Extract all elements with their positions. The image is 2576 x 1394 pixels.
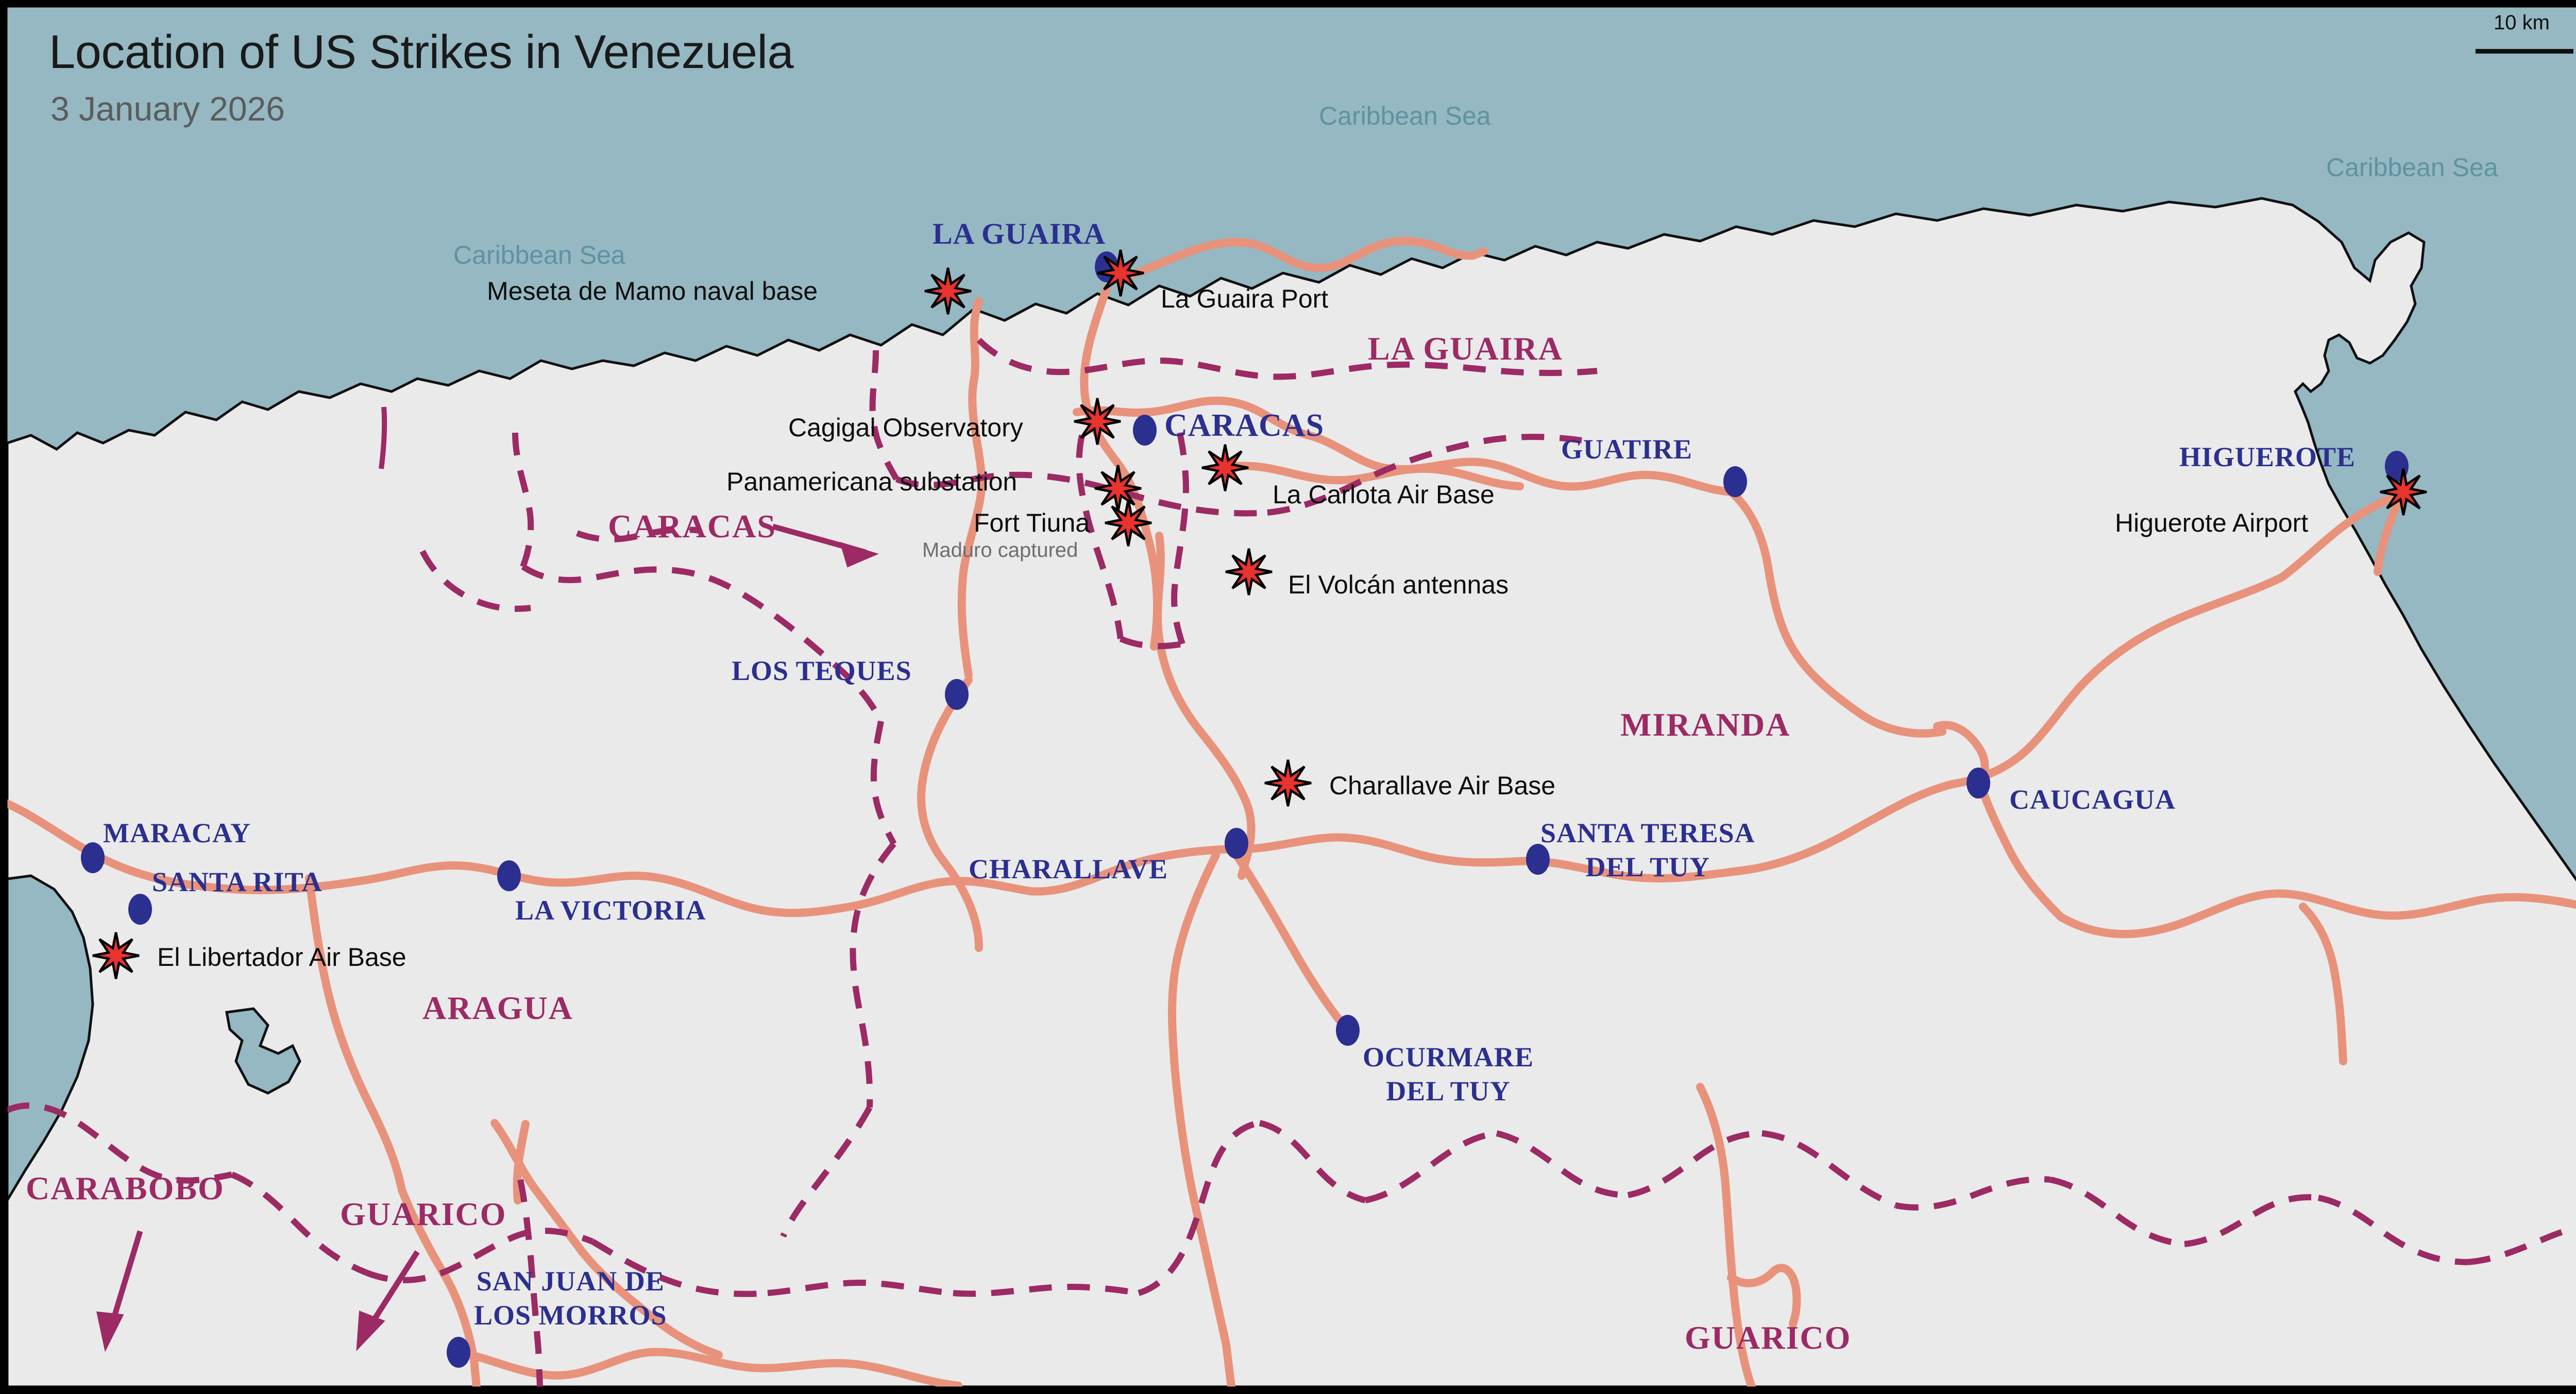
- sea-label-2: Caribbean Sea: [453, 241, 625, 269]
- page-subtitle: 3 January 2026: [50, 90, 285, 128]
- city-label-line: DEL TUY: [1386, 1075, 1511, 1107]
- strike-marker-la-guaira-port[interactable]: [1097, 249, 1144, 297]
- strike-marker-cagigal-observatory[interactable]: [1074, 398, 1121, 445]
- city-dot-caucagua[interactable]: [1967, 768, 1990, 798]
- city-label-santa-rita: SANTA RITA: [152, 868, 323, 896]
- city-label-san-juan-de-los-morros: SAN JUAN DE LOS MORROS: [474, 1267, 667, 1329]
- strike-marker-meseta-de-mamo-naval-base[interactable]: [924, 267, 972, 315]
- city-label-los-teques: LOS TEQUES: [732, 657, 912, 685]
- scale-label: 10 km: [2494, 11, 2550, 34]
- scale-bar: [2476, 49, 2573, 54]
- city-label-caucagua: CAUCAGUA: [2009, 786, 2176, 813]
- strike-label-meseta-de-mamo-naval-base: Meseta de Mamo naval base: [487, 277, 818, 305]
- city-label-line: LA VICTORIA: [515, 895, 706, 926]
- state-borders: [7, 337, 2576, 1387]
- state-label-aragua-3: ARAGUA: [422, 990, 573, 1026]
- small-lake: [225, 1007, 301, 1095]
- state-borders-solid: [379, 406, 387, 469]
- city-label-santa-teresa-del-tuy: SANTA TERESA DEL TUY: [1540, 819, 1755, 881]
- city-label-higuerote: HIGUEROTE: [2179, 443, 2355, 471]
- city-dot-caracas[interactable]: [1133, 415, 1157, 446]
- city-label-ocurmare-del-tuy: OCURMARE DEL TUY: [1363, 1043, 1534, 1105]
- strike-label-el-libertador-air-base: El Libertador Air Base: [157, 943, 406, 972]
- city-label-line: SANTA TERESA: [1540, 818, 1755, 848]
- state-label-miranda-2: MIRANDA: [1620, 706, 1791, 743]
- strike-marker-higuerote-airport[interactable]: [2380, 468, 2427, 516]
- strike-label-la-carlota-air-base: La Carlota Air Base: [1273, 480, 1495, 509]
- strike-label-fort-tiuna: Fort Tiuna: [974, 508, 1090, 537]
- city-dot-guatire[interactable]: [1723, 466, 1747, 497]
- city-dot-san-juan-de-los-morros[interactable]: [447, 1337, 470, 1368]
- city-dot-charallave[interactable]: [1225, 828, 1248, 859]
- city-label-maracay: MARACAY: [103, 819, 251, 847]
- state-label-carabobo-4: CARABOBO: [26, 1170, 225, 1206]
- city-dot-la-victoria[interactable]: [497, 860, 521, 891]
- strike-label-cagigal-observatory: Cagigal Observatory: [788, 413, 1023, 442]
- city-label-la-guaira: LA GUAIRA: [933, 219, 1106, 249]
- strike-label-panamericana-substation: Panamericana substation: [726, 467, 1018, 496]
- city-dot-santa-rita[interactable]: [128, 894, 152, 925]
- city-label-line: LOS TEQUES: [732, 655, 912, 686]
- lake-valencia: [7, 874, 94, 1203]
- state-label-guarico-6: GUARICO: [1685, 1319, 1852, 1356]
- state-label-guarico-5: GUARICO: [340, 1196, 507, 1232]
- state-label-caracas-1: CARACAS: [608, 508, 776, 545]
- city-label-line: DEL TUY: [1585, 851, 1710, 882]
- strike-marker-la-carlota-air-base[interactable]: [1201, 444, 1249, 491]
- city-dot-los-teques[interactable]: [945, 679, 969, 710]
- city-label-line: HIGUEROTE: [2179, 441, 2356, 472]
- strike-marker-el-volcan-antennas[interactable]: [1225, 548, 1273, 596]
- leader-lines: [96, 523, 879, 1352]
- city-dot-santa-teresa-del-tuy[interactable]: [1526, 844, 1550, 875]
- city-label-line: CARACAS: [1164, 408, 1325, 443]
- state-label-la-guaira-0: LA GUAIRA: [1368, 330, 1563, 367]
- strike-label-charallave-air-base: Charallave Air Base: [1329, 771, 1556, 800]
- city-label-guatire: GUATIRE: [1561, 435, 1692, 463]
- strike-marker-charallave-air-base[interactable]: [1264, 759, 1312, 807]
- strike-marker-fort-tiuna[interactable]: [1105, 499, 1152, 547]
- city-label-line: LOS MORROS: [474, 1299, 667, 1331]
- strike-label-la-guaira-port: La Guaira Port: [1161, 284, 1329, 313]
- city-dot-ocurmare-del-tuy[interactable]: [1336, 1015, 1360, 1046]
- strike-label-higuerote-airport: Higuerote Airport: [2115, 508, 2309, 537]
- city-label-caracas: CARACAS: [1164, 410, 1324, 441]
- city-label-la-victoria: LA VICTORIA: [515, 896, 706, 924]
- city-label-line: OCURMARE: [1363, 1042, 1534, 1073]
- city-label-line: MARACAY: [103, 818, 251, 848]
- city-label-line: CAUCAGUA: [2009, 784, 2176, 815]
- city-dot-maracay[interactable]: [81, 842, 105, 873]
- city-label-line: CHARALLAVE: [969, 854, 1168, 885]
- city-label-charallave: CHARALLAVE: [969, 855, 1168, 883]
- page-title: Location of US Strikes in Venezuela: [49, 26, 794, 78]
- city-label-line: LA GUAIRA: [933, 217, 1106, 250]
- strike-note-fort-tiuna: Maduro captured: [922, 539, 1078, 562]
- city-label-line: GUATIRE: [1561, 434, 1693, 465]
- city-label-line: SAN JUAN DE: [476, 1266, 665, 1297]
- sea-label-1: Caribbean Sea: [2326, 153, 2498, 182]
- sea-label-0: Caribbean Sea: [1319, 101, 1491, 130]
- strike-label-el-volcan-antennas: El Volcán antennas: [1288, 570, 1509, 599]
- city-label-line: SANTA RITA: [152, 866, 323, 897]
- strike-marker-el-libertador-air-base[interactable]: [92, 932, 140, 979]
